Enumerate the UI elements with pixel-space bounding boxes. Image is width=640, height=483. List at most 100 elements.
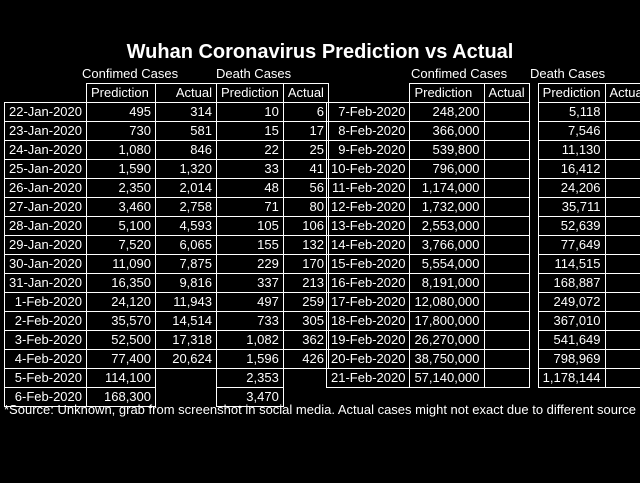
confirmed-actual-cell (483, 349, 530, 369)
date-cell: 13-Feb-2020 (325, 216, 411, 236)
table-row: 1-Feb-2020 24,120 11,943 497 259 (4, 292, 329, 312)
death-prediction-cell: 114,515 (537, 254, 606, 274)
confirmed-prediction-cell: 796,000 (409, 159, 485, 179)
death-prediction-cell: 33 (216, 159, 284, 179)
table-row: 9-Feb-2020 539,800 11,130 (325, 140, 640, 160)
death-prediction-cell: 48 (216, 178, 284, 198)
confirmed-actual-cell (483, 273, 530, 293)
death-actual-cell (604, 140, 640, 160)
block-gap (529, 141, 538, 160)
table-row: 15-Feb-2020 5,554,000 114,515 (325, 254, 640, 274)
death-prediction-cell: 22 (216, 140, 284, 160)
death-prediction-cell: 15 (216, 121, 284, 141)
confirmed-prediction-cell: 38,750,000 (409, 349, 485, 369)
confirmed-prediction-cell: 366,000 (409, 121, 485, 141)
death-prediction-cell: 229 (216, 254, 284, 274)
confirmed-actual-cell: 581 (155, 121, 217, 141)
table-row: 31-Jan-2020 16,350 9,816 337 213 (4, 273, 329, 293)
confirmed-cases-label-right: Confimed Cases (411, 66, 508, 81)
death-prediction-cell: 1,596 (216, 349, 284, 369)
confirmed-actual-cell: 2,014 (155, 178, 217, 198)
death-actual-cell: 41 (282, 159, 329, 179)
death-prediction-cell: 541,649 (537, 330, 606, 350)
confirmed-actual-cell: 4,593 (155, 216, 217, 236)
table-row: 7-Feb-2020 248,200 5,118 (325, 102, 640, 122)
confirmed-actual-cell: 9,816 (155, 273, 217, 293)
confirmed-actual-cell (483, 140, 530, 160)
date-cell: 10-Feb-2020 (325, 159, 411, 179)
confirmed-actual-cell: 14,514 (155, 311, 217, 331)
table-row: 16-Feb-2020 8,191,000 168,887 (325, 273, 640, 293)
confirmed-actual-header: Actual (155, 83, 217, 103)
death-actual-cell: 56 (282, 178, 329, 198)
death-prediction-cell: 7,546 (537, 121, 606, 141)
confirmed-actual-cell (483, 121, 530, 141)
table-row: 25-Jan-2020 1,590 1,320 33 41 (4, 159, 329, 179)
confirmed-prediction-header: Prediction (409, 83, 485, 103)
confirmed-actual-cell (483, 292, 530, 312)
death-prediction-header: Prediction (537, 83, 606, 103)
block-gap (529, 293, 538, 312)
table-row: 3-Feb-2020 52,500 17,318 1,082 362 (4, 330, 329, 350)
date-cell: 17-Feb-2020 (325, 292, 411, 312)
block-gap (529, 179, 538, 198)
date-cell: 25-Jan-2020 (4, 159, 87, 179)
confirmed-prediction-cell: 7,520 (86, 235, 156, 255)
block-gap (529, 312, 538, 331)
date-cell: 21-Feb-2020 (325, 368, 411, 388)
death-prediction-cell: 71 (216, 197, 284, 217)
table-row: 24-Jan-2020 1,080 846 22 25 (4, 140, 329, 160)
table-row: 12-Feb-2020 1,732,000 35,711 (325, 197, 640, 217)
death-prediction-cell: 10 (216, 102, 284, 122)
death-actual-cell: 426 (282, 349, 329, 369)
confirmed-actual-cell (483, 311, 530, 331)
confirmed-prediction-cell: 12,080,000 (409, 292, 485, 312)
confirmed-prediction-cell: 1,080 (86, 140, 156, 160)
death-prediction-cell: 35,711 (537, 197, 606, 217)
date-cell: 2-Feb-2020 (4, 311, 87, 331)
confirmed-prediction-cell: 17,800,000 (409, 311, 485, 331)
confirmed-prediction-cell: 16,350 (86, 273, 156, 293)
date-cell: 28-Jan-2020 (4, 216, 87, 236)
confirmed-actual-cell (483, 235, 530, 255)
confirmed-actual-cell: 11,943 (155, 292, 217, 312)
confirmed-prediction-cell: 3,460 (86, 197, 156, 217)
death-actual-cell: 25 (282, 140, 329, 160)
date-cell: 24-Jan-2020 (4, 140, 87, 160)
block-gap (529, 122, 538, 141)
date-cell: 16-Feb-2020 (325, 273, 411, 293)
death-cases-label-left: Death Cases (216, 66, 292, 81)
date-cell: 7-Feb-2020 (325, 102, 411, 122)
block-gap (529, 160, 538, 179)
confirmed-prediction-cell: 26,270,000 (409, 330, 485, 350)
death-prediction-cell: 733 (216, 311, 284, 331)
date-cell: 18-Feb-2020 (325, 311, 411, 331)
death-actual-cell (604, 273, 640, 293)
header-row: Prediction Actual Prediction Actual (5, 83, 329, 103)
death-actual-cell: 132 (282, 235, 329, 255)
death-actual-cell: 80 (282, 197, 329, 217)
right-data-table: Prediction Actual Prediction Actual 7-Fe… (325, 83, 640, 388)
confirmed-prediction-cell: 3,766,000 (409, 235, 485, 255)
death-prediction-cell: 105 (216, 216, 284, 236)
table-row: 30-Jan-2020 11,090 7,875 229 170 (4, 254, 329, 274)
table-row: 17-Feb-2020 12,080,000 249,072 (325, 292, 640, 312)
confirmed-prediction-cell: 730 (86, 121, 156, 141)
confirmed-prediction-cell: 1,590 (86, 159, 156, 179)
confirmed-actual-cell (483, 178, 530, 198)
confirmed-prediction-cell: 1,174,000 (409, 178, 485, 198)
date-cell: 15-Feb-2020 (325, 254, 411, 274)
date-cell: 3-Feb-2020 (4, 330, 87, 350)
death-actual-cell (604, 159, 640, 179)
confirmed-prediction-cell: 114,100 (86, 368, 156, 388)
block-gap (529, 103, 538, 122)
death-prediction-cell: 5,118 (537, 102, 606, 122)
confirmed-prediction-cell: 2,553,000 (409, 216, 485, 236)
death-prediction-cell: 798,969 (537, 349, 606, 369)
block-gap (529, 255, 538, 274)
table-row: 23-Jan-2020 730 581 15 17 (4, 121, 329, 141)
date-cell: 14-Feb-2020 (325, 235, 411, 255)
death-prediction-cell: 2,353 (216, 368, 284, 388)
confirmed-prediction-cell: 5,554,000 (409, 254, 485, 274)
block-gap (529, 350, 538, 369)
